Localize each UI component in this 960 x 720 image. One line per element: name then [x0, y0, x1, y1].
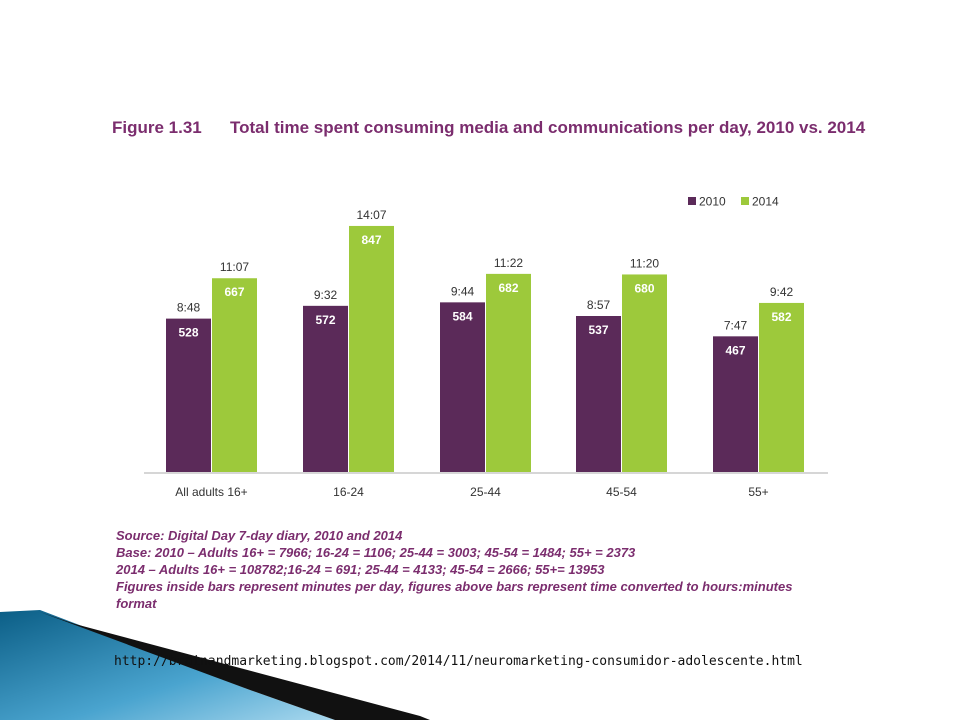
- bar-time-label: 11:07: [220, 260, 249, 274]
- bar-2014-2: [486, 273, 531, 472]
- bar-2010-4: [713, 336, 758, 472]
- bar-2010-1: [303, 305, 348, 472]
- bar-time-label: 9:44: [451, 284, 475, 298]
- x-tick-label: 55+: [748, 485, 768, 499]
- bar-time-label: 11:20: [630, 256, 659, 270]
- figure-title-block: Figure 1.31 Total time spent consuming me…: [112, 118, 872, 138]
- bar-value-label: 572: [315, 313, 335, 327]
- bar-2010-3: [576, 316, 621, 472]
- bar-2014-1: [349, 225, 394, 472]
- chart-notes: Source: Digital Day 7-day diary, 2010 an…: [116, 527, 836, 612]
- x-axis-ticks: All adults 16+ 16-24 25-44 45-54 55+: [175, 485, 768, 499]
- bar-time-label: 9:32: [314, 288, 338, 302]
- bar-time-label: 7:47: [724, 318, 748, 332]
- bar-value-label: 680: [634, 281, 654, 295]
- bar-time-label: 8:57: [587, 298, 611, 312]
- legend-label-2010: 2010: [699, 195, 726, 209]
- chart-bars: 528 8:48 572 9:32 584 9:44 537 8:57 467 7:47 667 11…: [166, 208, 804, 472]
- x-tick-label: All adults 16+: [175, 485, 247, 499]
- bar-value-label: 847: [361, 233, 381, 247]
- legend-swatch-2014: [741, 197, 749, 205]
- bar-time-label: 11:22: [494, 256, 523, 270]
- bar-value-label: 582: [771, 310, 791, 324]
- swoosh-blue-band: [0, 610, 335, 720]
- bar-time-label: 8:48: [177, 301, 201, 315]
- bar-2014-3: [622, 274, 667, 472]
- bar-value-label: 682: [498, 281, 518, 295]
- bar-value-label: 584: [452, 309, 472, 323]
- bar-time-label: 14:07: [356, 208, 386, 222]
- legend-label-2014: 2014: [752, 195, 779, 209]
- swoosh-dark-band: [40, 612, 430, 720]
- bar-2010-2: [440, 302, 485, 472]
- x-tick-label: 45-54: [606, 485, 637, 499]
- figure-title: Total time spent consuming media and com…: [230, 118, 866, 137]
- source-url-link[interactable]: http://brainandmarketing.blogspot.com/20…: [114, 654, 803, 669]
- bar-value-label: 467: [725, 343, 745, 357]
- bar-value-label: 528: [178, 326, 198, 340]
- bar-value-label: 537: [588, 323, 608, 337]
- legend-swatch-2010: [688, 197, 696, 205]
- note-figures: Figures inside bars represent minutes pe…: [116, 579, 793, 611]
- bar-2010-0: [166, 318, 211, 472]
- bar-2014-4: [759, 302, 804, 472]
- x-tick-label: 16-24: [333, 485, 364, 499]
- x-tick-label: 25-44: [470, 485, 501, 499]
- bar-2014-0: [212, 278, 257, 472]
- note-base-2010: Base: 2010 – Adults 16+ = 7966; 16-24 = …: [116, 545, 636, 560]
- chart-legend: 2010 2014: [688, 195, 779, 209]
- bar-value-label: 667: [224, 285, 244, 299]
- note-base-2014: 2014 – Adults 16+ = 108782;16-24 = 691; …: [116, 562, 605, 577]
- bar-time-label: 9:42: [770, 285, 794, 299]
- note-source: Source: Digital Day 7-day diary, 2010 an…: [116, 528, 403, 543]
- figure-number: Figure 1.31: [112, 118, 202, 137]
